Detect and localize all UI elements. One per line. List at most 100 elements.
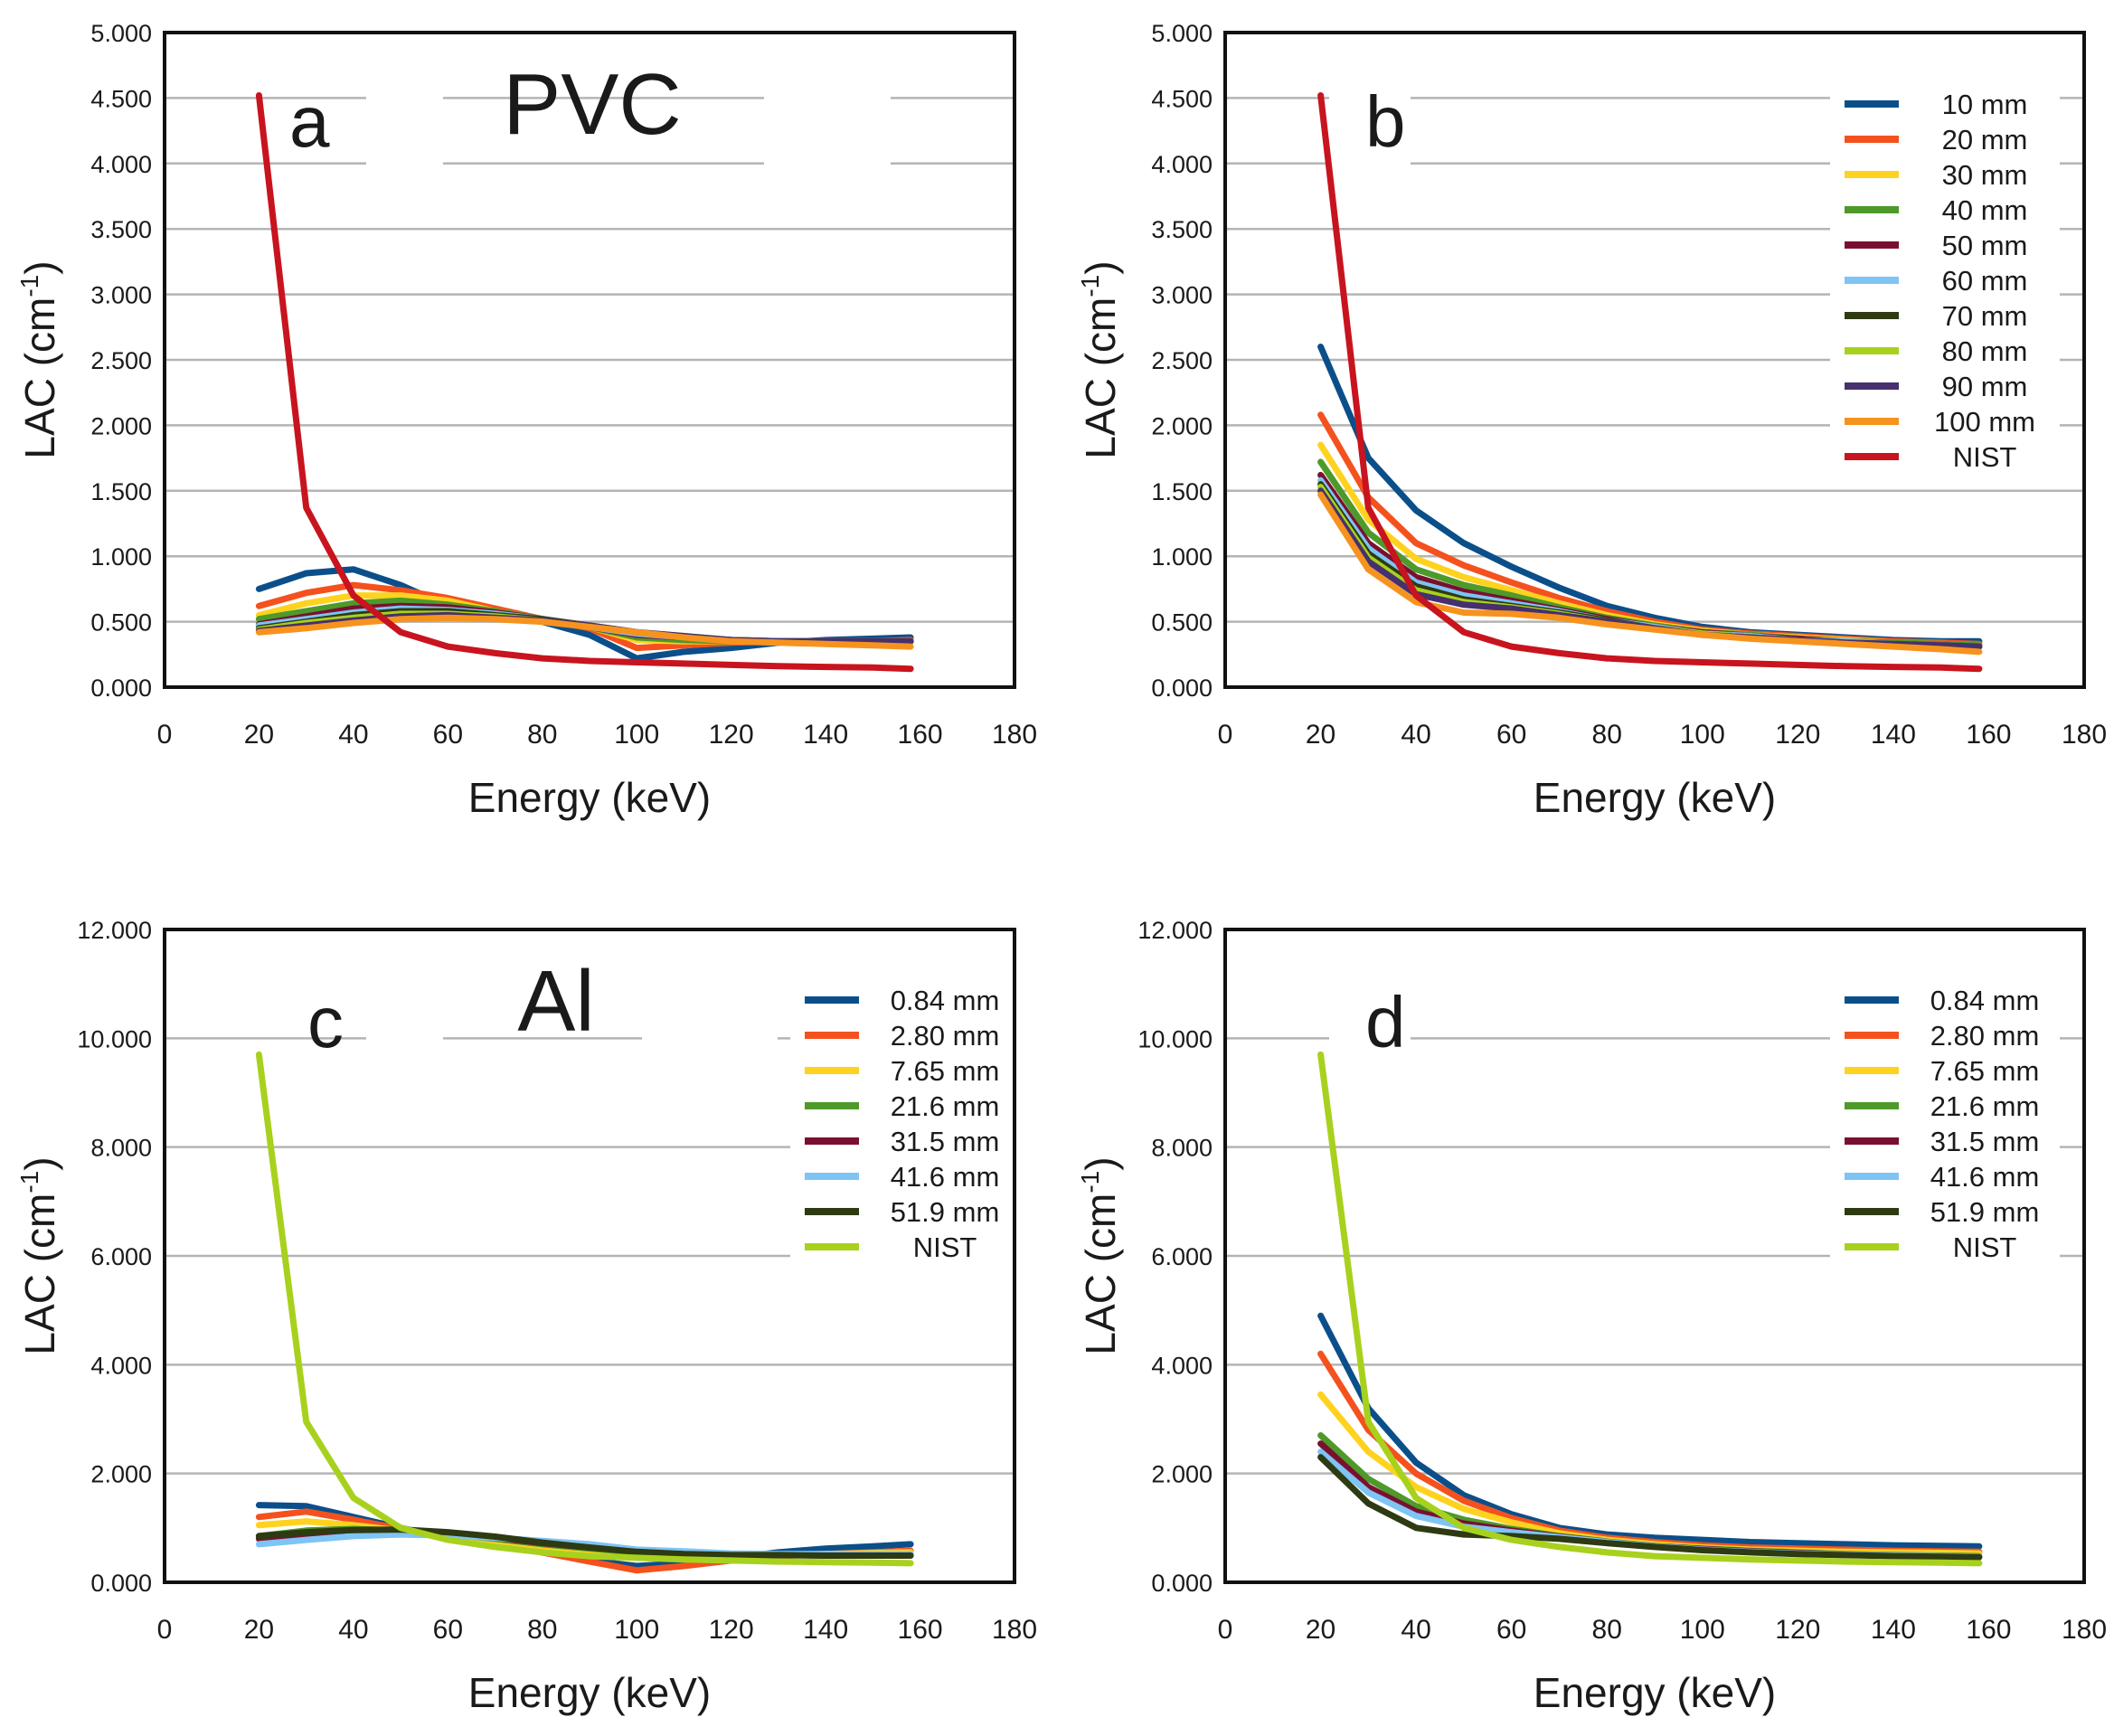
legend-label: 90 mm [1942,371,2028,402]
y-tick-label: 2.500 [90,347,152,374]
x-tick-label: 80 [1592,720,1622,750]
chart-panel-a: 0.000 0.500 1.000 1.500 2.000 2.500 3.000 3.500… [15,20,1037,821]
plot-frame [163,31,1016,689]
y-axis-title: LAC (cm-1) [15,1156,63,1354]
x-tick-label: 100 [1680,1615,1725,1645]
y-tick-label: 4.000 [1151,1352,1213,1379]
y-tick-label: 1.000 [1151,543,1213,571]
legend-label: 30 mm [1942,159,2028,191]
legend-box [1830,975,2060,1275]
y-tick-label: 0.500 [1151,609,1213,637]
y-tick-label: 4.500 [90,85,152,112]
series-line-nist [255,92,914,673]
series-line-100-mm [255,614,914,650]
y-tick-label: 1.000 [90,543,152,571]
x-tick-label: 140 [803,720,848,750]
y-tick-label: 3.500 [90,216,152,243]
x-tick-label: 160 [1966,1615,2011,1645]
legend-label: 70 mm [1942,300,2028,332]
y-tick-label: 2.000 [90,412,152,439]
x-tick-label: 180 [2062,720,2107,750]
x-axis-title: Energy (keV) [1534,774,1776,821]
legend-label: 21.6 mm [1930,1090,2040,1122]
x-tick-label: 60 [433,720,463,750]
legend-label: 40 mm [1942,194,2028,226]
y-tick-label: 10.000 [1137,1025,1213,1052]
legend-label: 20 mm [1942,124,2028,156]
x-tick-label: 0 [157,720,173,750]
x-tick-label: 0 [1218,720,1233,750]
x-tick-label: 180 [992,1615,1037,1645]
title-backdrop [764,83,891,165]
y-tick-label: 3.500 [1151,216,1213,243]
x-tick-label: 80 [527,1615,557,1645]
x-tick-label: 20 [1306,1615,1335,1645]
y-tick-label: 5.000 [90,20,152,47]
x-tick-label: 120 [709,1615,754,1645]
x-tick-label: 80 [527,720,557,750]
y-axis-title: LAC (cm-1) [1076,260,1124,458]
x-axis-title: Energy (keV) [468,1669,711,1716]
legend-label: 100 mm [1934,406,2035,438]
y-tick-label: 4.000 [90,151,152,178]
y-tick-label: 4.000 [90,1352,152,1379]
y-tick-label: 12.000 [77,917,152,944]
x-tick-label: 160 [1966,720,2011,750]
plot-frame [1223,31,2086,689]
y-tick-label: 1.500 [90,478,152,505]
panel-label: d [1365,982,1406,1062]
x-tick-label: 40 [1401,720,1430,750]
legend-label: NIST [1953,1231,2017,1263]
y-tick-label: 6.000 [1151,1243,1213,1270]
chart-panel-d: 0.000 2.000 4.000 6.000 8.000 10.000 12.000 0 20… [1076,917,2107,1716]
x-tick-label: 20 [244,720,274,750]
x-tick-label: 100 [614,720,659,750]
x-tick-label: 120 [709,720,754,750]
y-tick-label: 8.000 [90,1135,152,1162]
y-tick-label: 12.000 [1137,917,1213,944]
x-tick-label: 180 [2062,1615,2107,1645]
x-tick-label: 120 [1775,720,1820,750]
x-tick-label: 180 [992,720,1037,750]
legend-label: 2.80 mm [891,1020,1000,1052]
label-backdrop [1329,984,1411,1065]
y-tick-label: 4.500 [1151,85,1213,112]
x-tick-label: 140 [1871,720,1916,750]
series-line-nist [1317,92,1983,673]
x-tick-label: 60 [1496,1615,1526,1645]
title-backdrop [366,984,443,1065]
chart-panel-b: 0.000 0.500 1.000 1.500 2.000 2.500 3.000 3.500… [1076,20,2107,821]
plot-frame [163,928,1016,1584]
title-backdrop [642,984,778,1065]
chart-panel-c: 0.000 2.000 4.000 6.000 8.000 10.000 12.000 0 20… [15,917,1037,1716]
panel-label: b [1365,81,1406,162]
x-tick-label: 60 [433,1615,463,1645]
y-tick-label: 8.000 [1151,1135,1213,1162]
series-line-51-9-mm [1317,1454,1983,1561]
series-line-nist [1317,1051,1983,1567]
chart-title: Al [517,953,594,1050]
x-tick-label: 40 [338,1615,368,1645]
x-axis-title: Energy (keV) [468,774,711,821]
legend-label: 60 mm [1942,265,2028,297]
y-tick-label: 1.500 [1151,478,1213,505]
y-tick-label: 0.500 [90,609,152,637]
title-backdrop [366,83,443,165]
x-tick-label: 100 [1680,720,1725,750]
y-tick-label: 3.000 [1151,282,1213,309]
y-tick-label: 0.000 [90,1570,152,1597]
y-tick-label: 5.000 [1151,20,1213,47]
series-line-0-84-mm [1317,1312,1983,1550]
legend-label: 10 mm [1942,89,2028,120]
legend-label: 7.65 mm [891,1055,1000,1087]
y-tick-label: 10.000 [77,1025,152,1052]
x-tick-label: 20 [244,1615,274,1645]
legend-label: 50 mm [1942,230,2028,261]
legend-label: 80 mm [1942,335,2028,367]
x-tick-label: 0 [157,1615,173,1645]
x-tick-label: 140 [1871,1615,1916,1645]
legend-label: NIST [913,1231,977,1263]
